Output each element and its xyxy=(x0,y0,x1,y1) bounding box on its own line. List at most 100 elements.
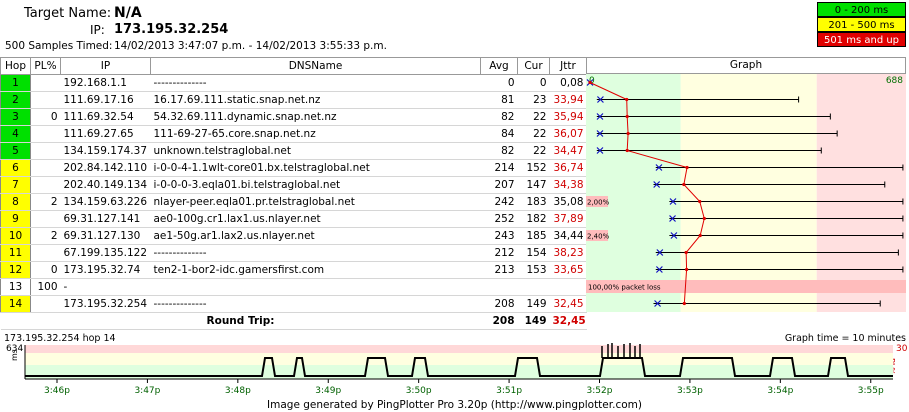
dns-cell: nlayer-peer.eqla01.pr.telstraglobal.net xyxy=(150,193,481,211)
dns-cell: ae1-50g.ar1.lax2.us.nlayer.net xyxy=(150,227,481,245)
timeline-tick-label: 3:49p xyxy=(315,386,341,396)
ip-cell: - xyxy=(60,278,151,296)
zone-medium xyxy=(680,74,817,312)
packet-loss-cell xyxy=(30,74,61,92)
hop-number: 3 xyxy=(0,108,31,126)
hop-row[interactable]: 12 0 173.195.32.74 ten2-1-bor2-idc.gamersfi… xyxy=(0,261,587,279)
hop-row[interactable]: 13 100- xyxy=(0,278,587,296)
timeline-pl-max: 30 xyxy=(896,344,908,354)
hop-row[interactable]: 4 111.69.27.65 111-69-27-65.core.snap.net.… xyxy=(0,125,587,143)
packet-loss-cell: 100 xyxy=(30,278,61,296)
packet-loss-cell xyxy=(30,176,61,194)
col-graph[interactable]: Graph xyxy=(586,57,906,74)
cur-cell: 23 xyxy=(517,91,550,109)
packet-loss-cell xyxy=(30,244,61,262)
current-marker xyxy=(654,300,661,307)
current-marker xyxy=(596,113,604,120)
hop-row[interactable]: 7 202.40.149.134 i-0-0-0-3.eqla01.bi.telst… xyxy=(0,176,587,194)
hop-number: 2 xyxy=(0,91,31,109)
latency-timeline: 3:46p 3:47p 3:48p 3:49p 3:50p 3:51p 3:52p 3:53p… xyxy=(24,343,893,396)
jitter-cell: 33,94 xyxy=(549,91,587,109)
timeline-zone-slow xyxy=(25,345,893,353)
avg-latency-point xyxy=(698,199,702,204)
jitter-cell: 34,38 xyxy=(549,176,587,194)
cur-cell: 182 xyxy=(517,210,550,228)
ip-cell: 67.199.135.122 xyxy=(60,244,151,262)
cur-cell xyxy=(517,278,550,296)
packet-loss-cell: 2 xyxy=(30,193,61,211)
hop-row[interactable]: 8 2 134.159.63.226 nlayer-peer.eqla01.pr.te… xyxy=(0,193,587,211)
round-trip-avg: 208 xyxy=(480,312,518,330)
round-trip-row: Round Trip: 208 149 32,45 xyxy=(0,312,587,330)
col-hop[interactable]: Hop xyxy=(0,57,31,75)
packet-loss-cell: 0 xyxy=(30,261,61,279)
current-marker xyxy=(596,147,604,154)
hop-row[interactable]: 9 69.31.127.141 ae0-100g.cr1.lax1.us.nlaye… xyxy=(0,210,587,228)
hop-row[interactable]: 5 134.159.174.37 unknown.telstraglobal.net… xyxy=(0,142,587,160)
hop-row[interactable]: 2 111.69.17.16 16.17.69.111.static.snap.ne… xyxy=(0,91,587,109)
packet-loss-cell: 0 xyxy=(30,108,61,126)
dns-cell: -------------- xyxy=(150,74,481,92)
hop-number: 10 xyxy=(0,227,31,245)
avg-cell: 243 xyxy=(480,227,518,245)
avg-latency-point xyxy=(625,97,629,102)
avg-cell: 213 xyxy=(480,261,518,279)
avg-cell: 81 xyxy=(480,91,518,109)
timeline-latency-trace xyxy=(25,357,893,377)
col-ip[interactable]: IP xyxy=(60,57,151,75)
packet-loss-cell: 2 xyxy=(30,227,61,245)
dns-cell: 16.17.69.111.static.snap.net.nz xyxy=(150,91,481,109)
samples-value: 14/02/2013 3:47:07 p.m. - 14/02/2013 3:5… xyxy=(114,40,387,52)
dns-cell: -------------- xyxy=(150,295,481,313)
hop-row[interactable]: 6 202.84.142.110 i-0-0-4-1.1wlt-core01.bx.… xyxy=(0,159,587,177)
hop-row[interactable]: 14 173.195.32.254 -------------- 208 149 32,4… xyxy=(0,295,587,313)
ip-cell: 111.69.27.65 xyxy=(60,125,151,143)
ip-cell: 173.195.32.254 xyxy=(60,295,151,313)
avg-latency-point xyxy=(626,131,630,136)
packet-loss-label: 100,00% packet loss xyxy=(588,284,661,292)
route-graph: 06882,00%2,40%100,00% packet loss xyxy=(586,74,906,312)
avg-cell: 212 xyxy=(480,244,518,262)
packet-loss-bar xyxy=(586,280,906,293)
ip-cell: 111.69.17.16 xyxy=(60,91,151,109)
col-cur[interactable]: Cur xyxy=(517,57,550,75)
hop-row[interactable]: 1 192.168.1.1 -------------- 0 0 0,08 xyxy=(0,74,587,92)
packet-loss-cell xyxy=(30,159,61,177)
packet-loss-label: 2,00% xyxy=(587,199,610,207)
jitter-cell: 34,44 xyxy=(549,227,587,245)
avg-latency-point xyxy=(698,233,702,238)
legend-medium: 201 - 500 ms xyxy=(817,17,906,32)
cur-cell: 183 xyxy=(517,193,550,211)
hop-row[interactable]: 11 67.199.135.122 -------------- 212 154 38,2… xyxy=(0,244,587,262)
ip-cell: 69.31.127.141 xyxy=(60,210,151,228)
hop-number: 8 xyxy=(0,193,31,211)
jitter-cell xyxy=(549,278,587,296)
jitter-cell: 0,08 xyxy=(549,74,587,92)
packet-loss-cell xyxy=(30,91,61,109)
legend-slow: 501 ms and up xyxy=(817,32,906,47)
jitter-cell: 35,08 xyxy=(549,193,587,211)
cur-cell: 153 xyxy=(517,261,550,279)
col-avg[interactable]: Avg xyxy=(480,57,518,75)
dns-cell: ae0-100g.cr1.lax1.us.nlayer.net xyxy=(150,210,481,228)
col-pl[interactable]: PL% xyxy=(30,57,61,75)
graph-scale-max: 688 xyxy=(886,76,903,86)
dns-cell: -------------- xyxy=(150,244,481,262)
round-trip-label: Round Trip: xyxy=(0,312,481,330)
cur-cell: 154 xyxy=(517,244,550,262)
avg-latency-point xyxy=(682,301,686,306)
col-jttr[interactable]: Jttr xyxy=(549,57,587,75)
avg-cell: 84 xyxy=(480,125,518,143)
avg-cell: 82 xyxy=(480,108,518,126)
avg-cell: 207 xyxy=(480,176,518,194)
cur-cell: 147 xyxy=(517,176,550,194)
col-dns[interactable]: DNSName xyxy=(150,57,481,75)
hop-row[interactable]: 10 2 69.31.127.130 ae1-50g.ar1.lax2.us.nlay… xyxy=(0,227,587,245)
packet-loss-bar xyxy=(586,196,608,207)
packet-loss-bar xyxy=(586,230,608,241)
jitter-cell: 34,47 xyxy=(549,142,587,160)
hop-row[interactable]: 3 0 111.69.32.54 54.32.69.111.dynamic.snap.… xyxy=(0,108,587,126)
current-marker xyxy=(670,232,678,239)
ip-cell: 134.159.174.37 xyxy=(60,142,151,160)
zone-slow xyxy=(816,74,906,312)
